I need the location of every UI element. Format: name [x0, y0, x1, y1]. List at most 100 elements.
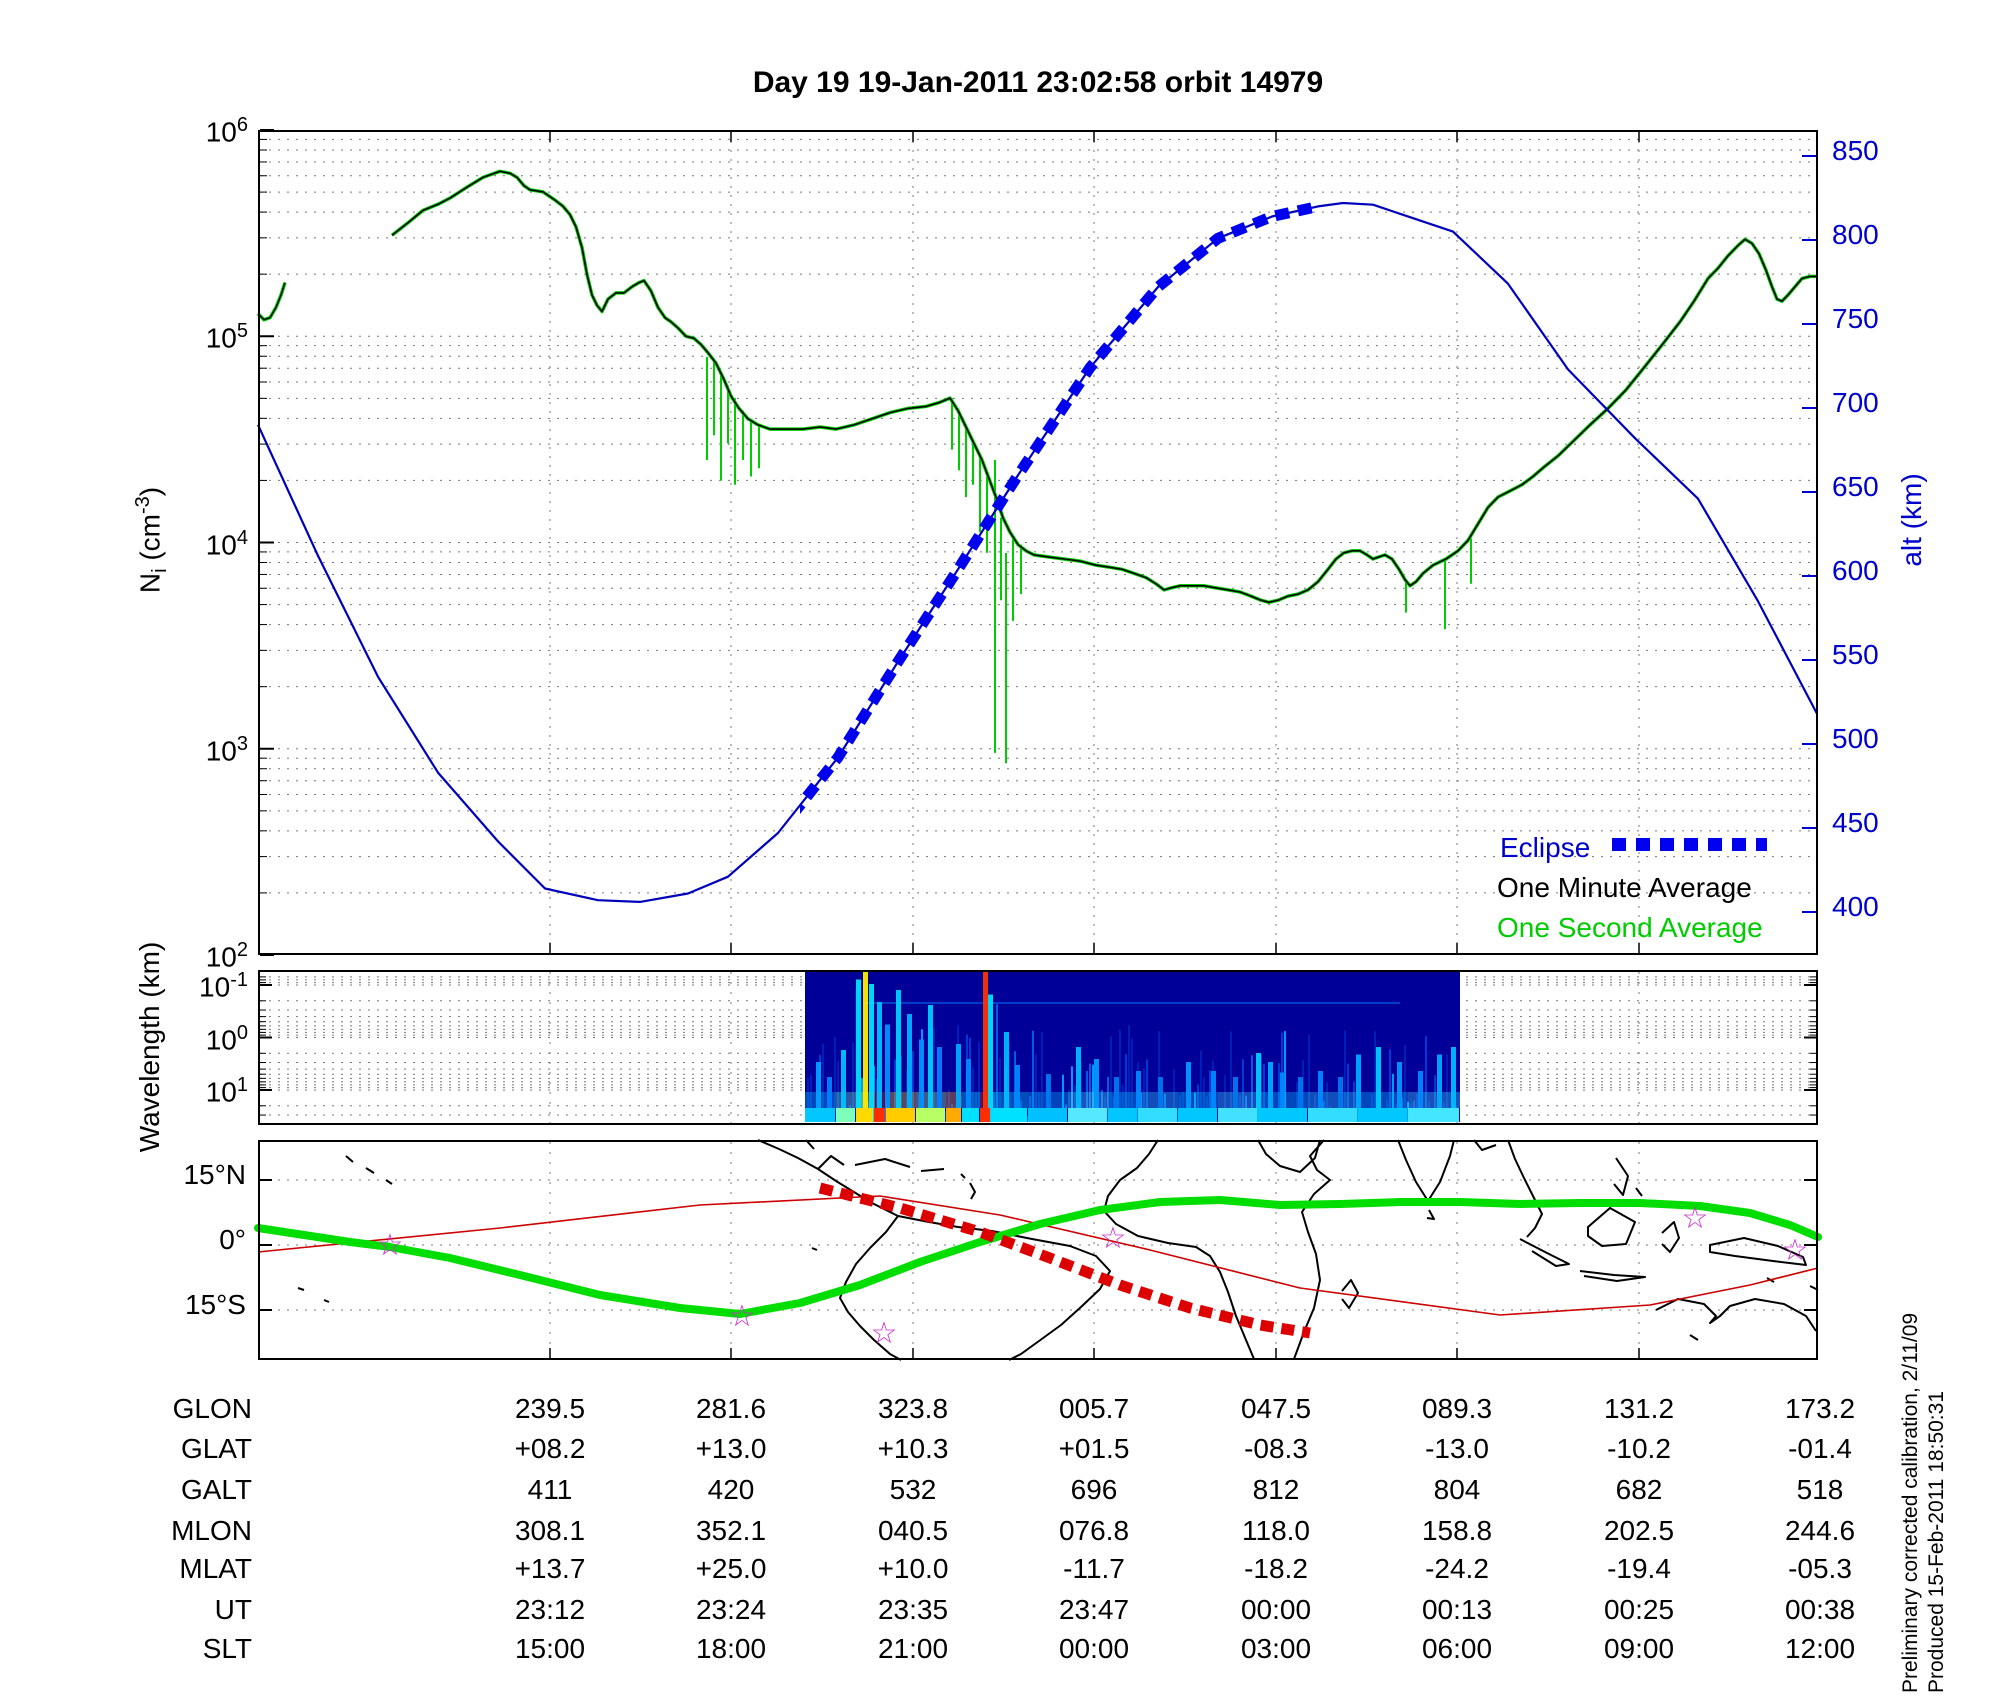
table-cell-UT-0: 23:12	[514, 1594, 586, 1625]
footer-provenance: Preliminary corrected calibration, 2/11/…	[1898, 1313, 1950, 1693]
station-star-5: ☆	[1782, 1234, 1809, 1267]
table-cell-MLAT-6: -19.4	[1607, 1553, 1671, 1584]
table-cell-MLAT-5: -24.2	[1425, 1553, 1489, 1584]
table-cell-GLON-2: 323.8	[877, 1393, 949, 1424]
alt-tick-700: 700	[1832, 387, 1879, 418]
table-cell-MLON-5: 158.8	[1421, 1515, 1493, 1546]
table-cell-MLON-4: 118.0	[1242, 1515, 1310, 1546]
table-cell-UT-5: 00:13	[1421, 1594, 1493, 1625]
table-cell-GALT-2: 532	[889, 1474, 937, 1505]
table-cell-GLAT-3: +01.5	[1058, 1433, 1130, 1464]
table-row-label-GLON: GLON	[172, 1393, 252, 1424]
density-altitude-chart	[256, 129, 1818, 956]
station-star-0: ☆	[377, 1229, 404, 1262]
table-cell-GALT-5: 804	[1433, 1474, 1481, 1505]
wavelength-tick-1e-1: 10-1	[199, 969, 248, 1003]
table-row-label-SLT: SLT	[202, 1633, 252, 1664]
table-cell-MLAT-7: -05.3	[1788, 1553, 1852, 1584]
table-cell-MLAT-0: +13.7	[514, 1553, 586, 1584]
map-lat-label-0: 15°N	[183, 1159, 246, 1190]
table-cell-GLAT-5: -13.0	[1425, 1433, 1489, 1464]
alt-tick-800: 800	[1832, 219, 1879, 250]
table-cell-SLT-1: 18:00	[695, 1633, 767, 1664]
satellite-ground-track	[254, 1196, 1822, 1318]
station-star-1: ☆	[729, 1300, 756, 1333]
table-cell-UT-7: 00:38	[1784, 1594, 1856, 1625]
table-row-label-MLON: MLON	[171, 1515, 252, 1546]
eclipse-ground-track	[818, 1182, 1311, 1339]
table-cell-SLT-7: 12:00	[1784, 1633, 1856, 1664]
table-cell-MLAT-1: +25.0	[695, 1553, 767, 1584]
table-cell-GALT-0: 411	[527, 1474, 573, 1505]
ni-tick-1e6: 106	[205, 114, 248, 148]
alt-tick-750: 750	[1832, 303, 1879, 334]
table-cell-GLON-3: 005.7	[1058, 1393, 1130, 1424]
footer-line1: Preliminary corrected calibration, 2/11/…	[1899, 1312, 1922, 1693]
footer-line2: Produced 15-Feb-2011 18:50:31	[1925, 1391, 1948, 1693]
alt-tick-850: 850	[1832, 135, 1879, 166]
alt-tick-450: 450	[1832, 807, 1879, 838]
table-cell-GALT-4: 812	[1252, 1474, 1300, 1505]
table-cell-SLT-0: 15:00	[514, 1633, 586, 1664]
map-lat-label-2: 15°S	[184, 1289, 246, 1320]
table-cell-UT-6: 00:25	[1603, 1594, 1675, 1625]
table-cell-GLON-6: 131.2	[1603, 1393, 1675, 1424]
map-lat-label-1: 0°	[219, 1224, 246, 1255]
table-cell-GALT-6: 682	[1615, 1474, 1663, 1505]
table-cell-GALT-3: 696	[1070, 1474, 1118, 1505]
table-cell-UT-3: 23:47	[1058, 1594, 1130, 1625]
table-cell-GLON-1: 281.6	[695, 1393, 767, 1424]
table-cell-MLON-0: 308.1	[514, 1515, 586, 1546]
legend-one-second-label: One Second Average	[1497, 912, 1763, 943]
table-cell-GLON-5: 089.3	[1421, 1393, 1493, 1424]
table-cell-MLON-7: 244.6	[1784, 1515, 1856, 1546]
alt-tick-400: 400	[1832, 891, 1879, 922]
alt-axis-label: alt (km)	[1896, 473, 1927, 567]
table-cell-GLAT-0: +08.2	[514, 1433, 586, 1464]
table-cell-UT-4: 00:00	[1240, 1594, 1312, 1625]
table-cell-GLAT-7: -01.4	[1788, 1433, 1852, 1464]
table-cell-GLAT-4: -08.3	[1244, 1433, 1308, 1464]
ni-tick-1e5: 105	[205, 320, 248, 354]
station-star-3: ☆	[1100, 1222, 1127, 1255]
table-cell-SLT-5: 06:00	[1421, 1633, 1493, 1664]
table-cell-GLAT-1: +13.0	[695, 1433, 767, 1464]
table-row-label-GLAT: GLAT	[180, 1433, 252, 1464]
table-cell-GLON-7: 173.2	[1784, 1393, 1856, 1424]
wavelength-spectrogram	[258, 970, 1818, 1125]
station-star-4: ☆	[1682, 1202, 1709, 1235]
ni-tick-1e2: 102	[205, 939, 248, 973]
alt-tick-550: 550	[1832, 639, 1879, 670]
coastlines	[297, 1139, 1819, 1361]
table-cell-MLAT-2: +10.0	[877, 1553, 949, 1584]
table-cell-MLON-2: 040.5	[877, 1515, 949, 1546]
alt-tick-600: 600	[1832, 555, 1879, 586]
ni-tick-1e3: 103	[205, 732, 248, 767]
alt-tick-500: 500	[1832, 723, 1879, 754]
table-cell-MLON-3: 076.8	[1058, 1515, 1130, 1546]
table-cell-GALT-7: 518	[1796, 1474, 1844, 1505]
table-cell-GLON-0: 239.5	[514, 1393, 586, 1424]
table-cell-UT-2: 23:35	[877, 1594, 949, 1625]
table-row-label-MLAT: MLAT	[179, 1553, 252, 1584]
table-cell-MLON-1: 352.1	[695, 1515, 767, 1546]
legend-one-minute-label: One Minute Average	[1497, 872, 1752, 903]
table-cell-MLAT-4: -18.2	[1244, 1553, 1308, 1584]
table-cell-GALT-1: 420	[707, 1474, 755, 1505]
table-cell-SLT-4: 03:00	[1240, 1633, 1312, 1664]
wavelength-tick-1e0: 100	[205, 1021, 248, 1055]
table-cell-SLT-6: 09:00	[1603, 1633, 1675, 1664]
station-star-2: ☆	[871, 1317, 898, 1350]
table-cell-UT-1: 23:24	[695, 1594, 767, 1625]
table-cell-MLAT-3: -11.7	[1063, 1553, 1125, 1584]
table-cell-GLAT-2: +10.3	[877, 1433, 949, 1464]
table-row-label-GALT: GALT	[180, 1474, 252, 1505]
page-title: Day 19 19-Jan-2011 23:02:58 orbit 14979	[752, 66, 1324, 99]
legend-eclipse-dash-sample	[1612, 838, 1767, 851]
ni-tick-1e4: 104	[205, 526, 248, 560]
table-cell-MLON-6: 202.5	[1603, 1515, 1675, 1546]
ground-track-map: ☆ ☆ ☆ ☆ ☆ ☆	[254, 1139, 1822, 1361]
table-cell-SLT-2: 21:00	[877, 1633, 949, 1664]
table-row-label-UT: UT	[214, 1594, 252, 1625]
